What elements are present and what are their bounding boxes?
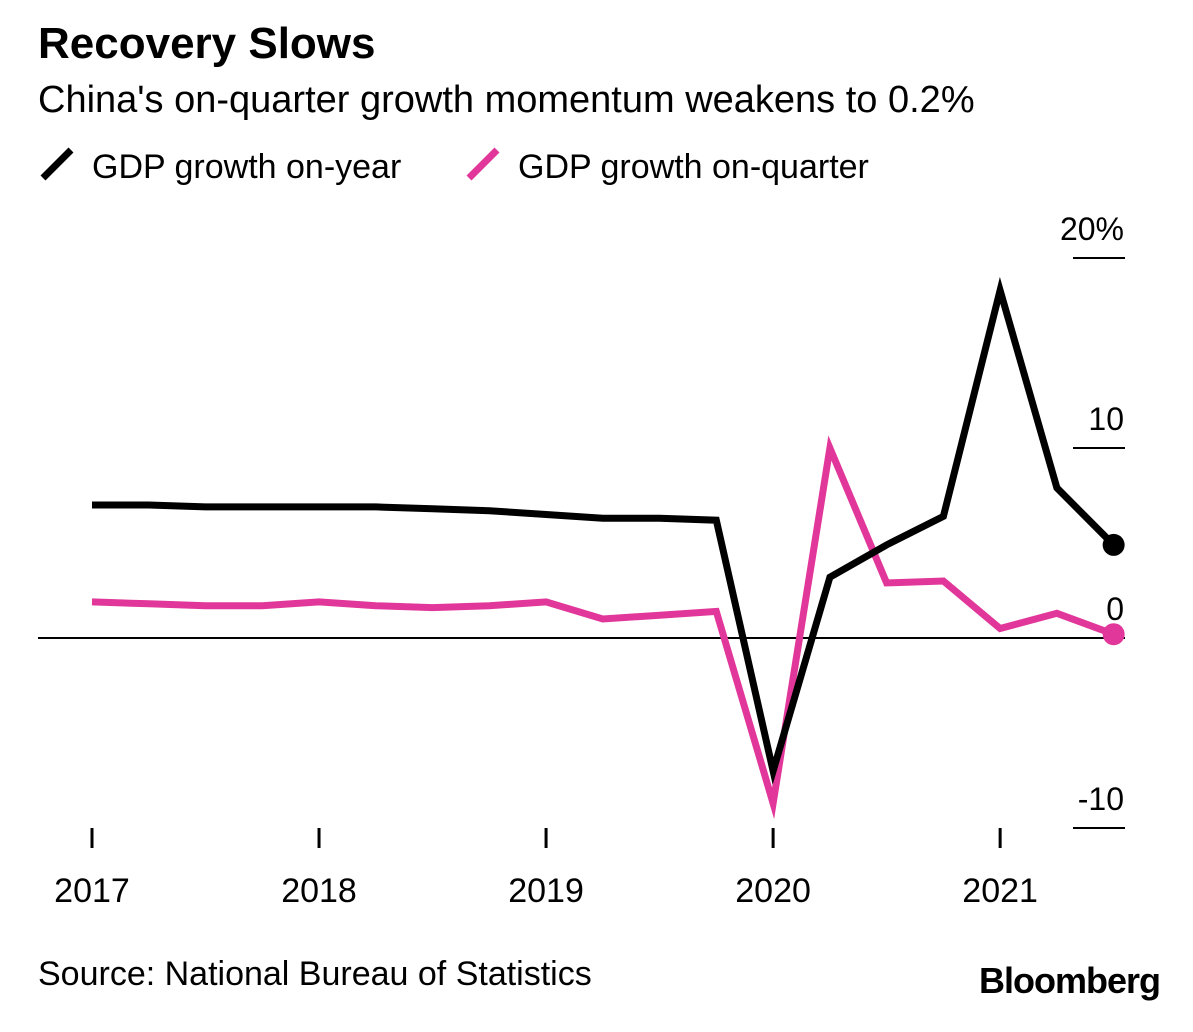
x-tick-label: 2020 xyxy=(735,872,811,910)
legend-item: GDP growth on-quarter xyxy=(466,147,869,186)
x-tick-label: 2017 xyxy=(54,872,130,910)
y-tick-label: -10 xyxy=(1078,781,1124,817)
legend-label: GDP growth on-year xyxy=(92,148,401,186)
series-end-point xyxy=(1102,623,1125,646)
chart-title: Recovery Slows xyxy=(38,19,376,68)
series-line xyxy=(91,435,1115,820)
y-tick-label: 10 xyxy=(1088,401,1124,437)
legend-swatch xyxy=(466,147,500,181)
axes: 20% 10 0 -10 2017 2018 2019 2020 2021 xyxy=(38,211,1125,910)
chart-subtitle: China's on-quarter growth momentum weake… xyxy=(38,79,975,121)
y-tick-label: 20% xyxy=(1060,211,1124,247)
series-gdp-on-year xyxy=(92,276,1125,785)
legend-label: GDP growth on-quarter xyxy=(518,148,869,186)
source-note: Source: National Bureau of Statistics xyxy=(38,955,592,993)
x-tick-label: 2019 xyxy=(508,872,584,910)
y-tick-label: 0 xyxy=(1106,591,1124,627)
x-tick-label: 2018 xyxy=(281,872,357,910)
legend-item: GDP growth on-year xyxy=(40,147,401,186)
legend-swatch xyxy=(40,147,74,181)
x-tick-label: 2021 xyxy=(962,872,1038,910)
series-line xyxy=(92,276,1117,785)
series-layer xyxy=(91,276,1125,820)
series-gdp-on-quarter xyxy=(91,435,1125,820)
legend: GDP growth on-year GDP growth on-quarter xyxy=(40,147,869,186)
series-end-point xyxy=(1102,533,1125,556)
brand-logo: Bloomberg xyxy=(979,960,1160,1001)
